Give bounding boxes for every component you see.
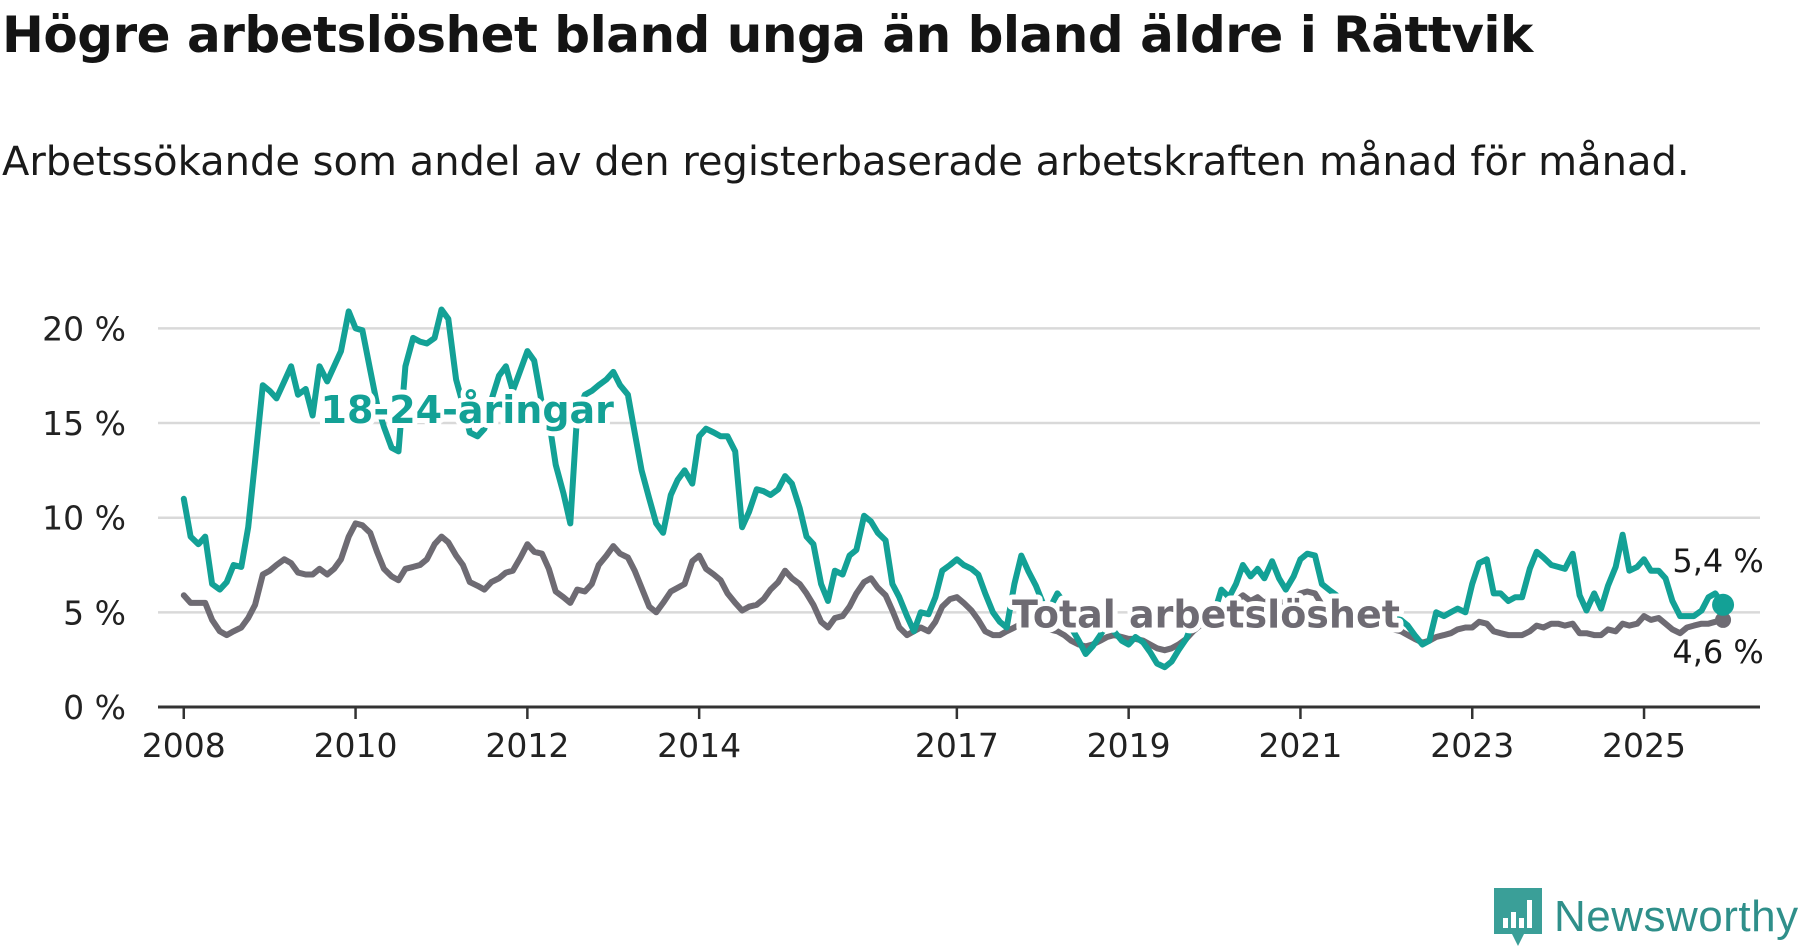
bar-chart-logo-icon bbox=[1494, 888, 1542, 946]
series-line-total bbox=[180, 520, 1727, 654]
series-line-youth bbox=[180, 306, 1727, 671]
series-label-youth: 18-24-åringar bbox=[321, 388, 615, 432]
grid-lines bbox=[158, 327, 1760, 614]
chart-title: Högre arbetslöshet bland unga än bland ä… bbox=[2, 6, 1533, 64]
end-value-label-total: 4,6 % bbox=[1672, 633, 1763, 671]
y-tick-label: 10 % bbox=[42, 499, 126, 538]
y-tick-label: 0 % bbox=[63, 688, 126, 727]
x-tick-label: 2012 bbox=[485, 726, 569, 765]
x-tick-label: 2010 bbox=[314, 726, 398, 765]
end-value-label-youth: 5,4 % bbox=[1672, 542, 1763, 580]
end-point-total bbox=[1715, 611, 1732, 628]
x-tick-label: 2025 bbox=[1602, 726, 1686, 765]
y-tick-label: 5 % bbox=[63, 593, 126, 632]
brand-name: Newsworthy bbox=[1554, 892, 1799, 941]
x-tick-label: 2008 bbox=[142, 726, 226, 765]
end-point-youth bbox=[1712, 593, 1735, 616]
x-tick-label: 2017 bbox=[915, 726, 999, 765]
series-label-total: Total arbetslöshet bbox=[1012, 592, 1400, 636]
series-lines bbox=[180, 306, 1735, 671]
x-tick-label: 2014 bbox=[657, 726, 741, 765]
newsworthy-logo: Newsworthy bbox=[1494, 888, 1799, 946]
x-tick-label: 2021 bbox=[1258, 726, 1342, 765]
axes: 0 % 5 % 10 % 15 % 20 % 2008 2010 2012 2014 2017 20… bbox=[42, 309, 1760, 765]
x-tick-label: 2023 bbox=[1430, 726, 1514, 765]
y-tick-label: 20 % bbox=[42, 309, 126, 348]
chart-subtitle: Arbetssökande som andel av den registerb… bbox=[2, 139, 1690, 185]
series-labels: 18-24-åringar Total arbetslöshet 5,4 % 4,6 … bbox=[316, 383, 1767, 674]
y-tick-label: 15 % bbox=[42, 404, 126, 443]
x-tick-label: 2019 bbox=[1087, 726, 1171, 765]
